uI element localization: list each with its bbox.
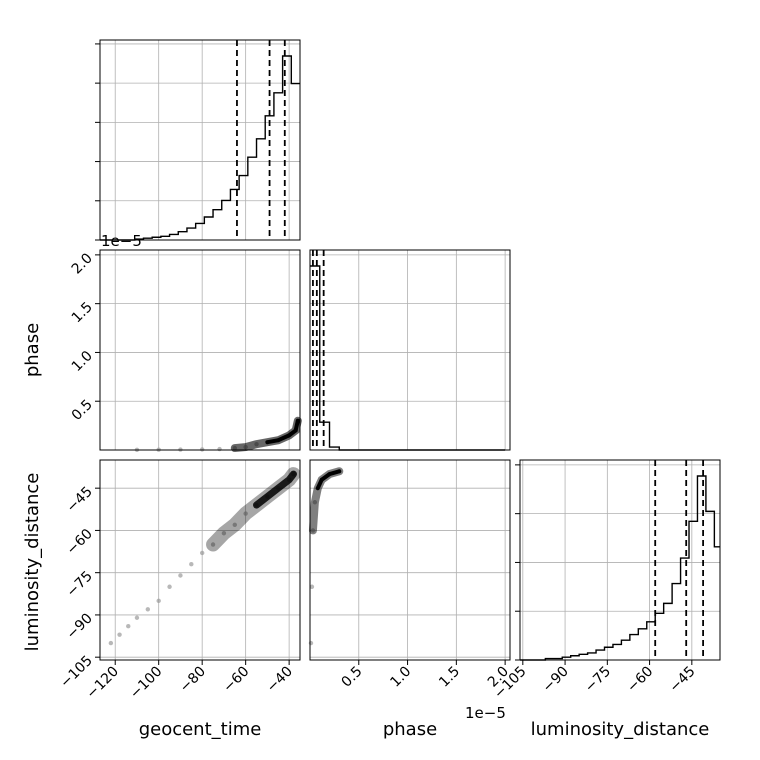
scatter-point xyxy=(308,640,314,646)
x-tick-label: −100 xyxy=(127,664,166,703)
contours-luminosity-distance-vs-phase xyxy=(308,467,344,535)
panel-geocent-time-histogram xyxy=(99,39,301,241)
contour-inner xyxy=(315,469,342,491)
x-tick-label: −75 xyxy=(582,664,614,696)
contour-inner xyxy=(265,418,300,445)
x-tick-label: 1.5 xyxy=(436,664,463,691)
contour-outer xyxy=(308,467,344,535)
axis-ticks: −120 −100 −80 −60 −40 0.5 1.0 1.5 2.0−105 −90 −75−… xyxy=(57,43,699,703)
scatter-phase-vs-geocent-time xyxy=(134,418,301,453)
quantile-lines-geocent-time xyxy=(236,40,286,240)
axes-frame xyxy=(99,459,301,661)
x-tick-label: −90 xyxy=(540,664,572,696)
quantile-lines-luminosity-distance xyxy=(654,460,704,660)
scatter-point xyxy=(199,550,205,556)
scatter-point xyxy=(178,573,183,578)
contour-inner xyxy=(253,470,297,509)
scatter-point xyxy=(145,607,151,612)
panel-luminosity-distance-vs-geocent-time xyxy=(99,459,301,661)
y-tick-label: 1.5 xyxy=(69,299,96,326)
contours-luminosity-distance-vs-geocent-time xyxy=(206,467,301,552)
grid xyxy=(100,40,300,240)
panel-luminosity-distance-vs-phase xyxy=(308,459,511,661)
scatter-point xyxy=(108,640,114,646)
y-tick-label: −45 xyxy=(64,484,96,516)
scatter-point xyxy=(117,632,122,637)
y-tick-label: 1.0 xyxy=(69,348,96,375)
grid xyxy=(100,250,300,450)
quantile-lines-phase xyxy=(312,250,325,450)
x-axis-label-phase: phase xyxy=(383,719,437,740)
panel-luminosity-distance-histogram xyxy=(519,459,721,661)
scatter-point xyxy=(217,446,222,452)
axes-frame xyxy=(99,39,301,241)
y-tick-label: 2.0 xyxy=(69,250,96,277)
x-tick-label: 1.0 xyxy=(387,664,414,691)
axes-frame xyxy=(99,249,301,451)
grid xyxy=(310,460,510,660)
scatter-point xyxy=(167,584,172,589)
grid xyxy=(520,460,720,660)
y-axis-label-phase: phase xyxy=(22,323,43,377)
y-tick-label: −90 xyxy=(64,610,96,642)
histogram-step-luminosity-distance xyxy=(520,475,720,661)
x-tick-label: −40 xyxy=(264,664,296,696)
scatter-point xyxy=(189,562,194,567)
panel-phase-histogram xyxy=(309,249,511,451)
panel-phase-vs-geocent-time xyxy=(99,249,302,453)
x-axis-label-luminosity-distance: luminosity_distance xyxy=(531,719,710,740)
grid xyxy=(100,460,300,660)
axes-frame xyxy=(519,459,721,661)
scatter-point xyxy=(156,598,161,604)
scatter-point xyxy=(221,531,227,536)
y-axis-label-luminosity-distance: luminosity_distance xyxy=(22,473,43,652)
grid xyxy=(310,250,510,450)
y-tick-label: −60 xyxy=(64,526,96,558)
axes-frame xyxy=(309,459,511,661)
scatter-point xyxy=(309,584,315,589)
histogram-luminosity-distance xyxy=(520,475,720,661)
scatter-point xyxy=(210,542,216,547)
axes-frame xyxy=(309,249,511,451)
x-tick-label: −45 xyxy=(666,664,698,696)
histogram-step-geocent-time xyxy=(100,55,300,241)
scatter-point xyxy=(243,511,248,516)
y-tick-label: −75 xyxy=(64,568,96,600)
x-tick-label: −60 xyxy=(220,664,252,696)
contours-phase-vs-geocent-time xyxy=(230,416,302,453)
x-tick-label: −80 xyxy=(177,664,209,696)
histogram-geocent-time xyxy=(100,55,300,241)
scatter-point xyxy=(232,522,237,527)
x-tick-label: −60 xyxy=(624,664,656,696)
y-tick-label: 0.5 xyxy=(69,397,96,424)
phase-y-offset-label: 1e−5 xyxy=(101,232,142,250)
phase-x-offset-label: 1e−5 xyxy=(465,704,506,722)
scatter-point xyxy=(134,615,140,620)
scatter-point xyxy=(199,447,205,452)
x-axis-label-geocent-time: geocent_time xyxy=(139,719,262,740)
scatter-point xyxy=(126,623,131,629)
x-tick-label: 0.5 xyxy=(339,664,366,691)
